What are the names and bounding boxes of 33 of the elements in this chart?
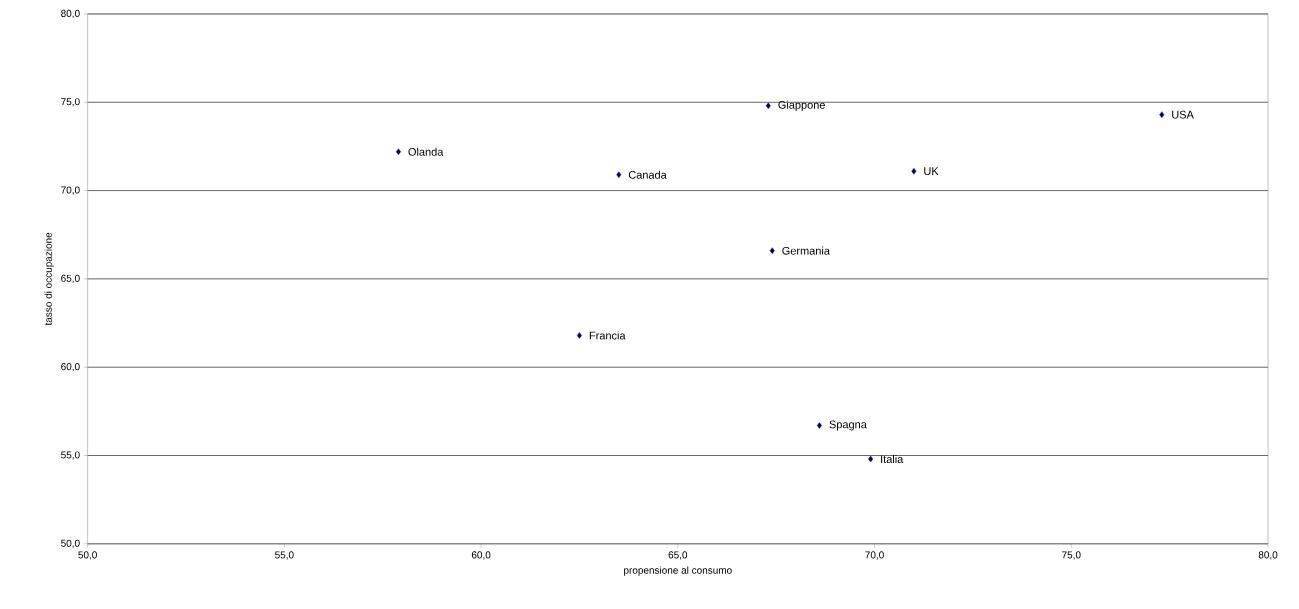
y-axis-title: tasso di occupazione: [44, 232, 54, 326]
annotation: Francia: [589, 331, 626, 340]
x-tick-label: 60,0: [471, 551, 491, 560]
y-tick-label: 50,0: [61, 539, 80, 549]
annotation: Giappone: [778, 100, 825, 112]
point: [911, 168, 917, 175]
y-tick-label: 60,0: [61, 363, 80, 372]
annotation: Spagna: [829, 420, 867, 431]
annotation: Germania: [782, 246, 830, 255]
y-tick-label: 80,0: [61, 10, 80, 19]
x-tick-label: 80,0: [1258, 551, 1278, 560]
x-tick-label: 75,0: [1062, 551, 1081, 560]
x-tick-label: 55,0: [275, 551, 294, 560]
y-tick-label: 65,0: [61, 274, 80, 284]
point: [765, 102, 771, 110]
point: [577, 332, 582, 339]
point: [817, 422, 822, 429]
annotation: UK: [924, 167, 939, 176]
x-axis-title: propensione al consumo: [624, 566, 732, 576]
x-tick-label: 50,0: [78, 551, 97, 560]
y-tick-label: 75,0: [61, 98, 80, 107]
annotation: Canada: [628, 170, 667, 179]
annotation: Italia: [881, 455, 904, 464]
point: [769, 247, 775, 254]
point: [868, 456, 874, 463]
x-tick-label: 65,0: [668, 551, 688, 560]
y-tick-label: 70,0: [61, 186, 80, 195]
x-tick-label: 70,0: [865, 551, 884, 560]
annotation: Olanda: [408, 147, 444, 156]
point: [1159, 111, 1165, 118]
y-tick-label: 55,0: [61, 451, 80, 460]
annotation: USA: [1172, 110, 1194, 119]
point: [616, 171, 622, 179]
